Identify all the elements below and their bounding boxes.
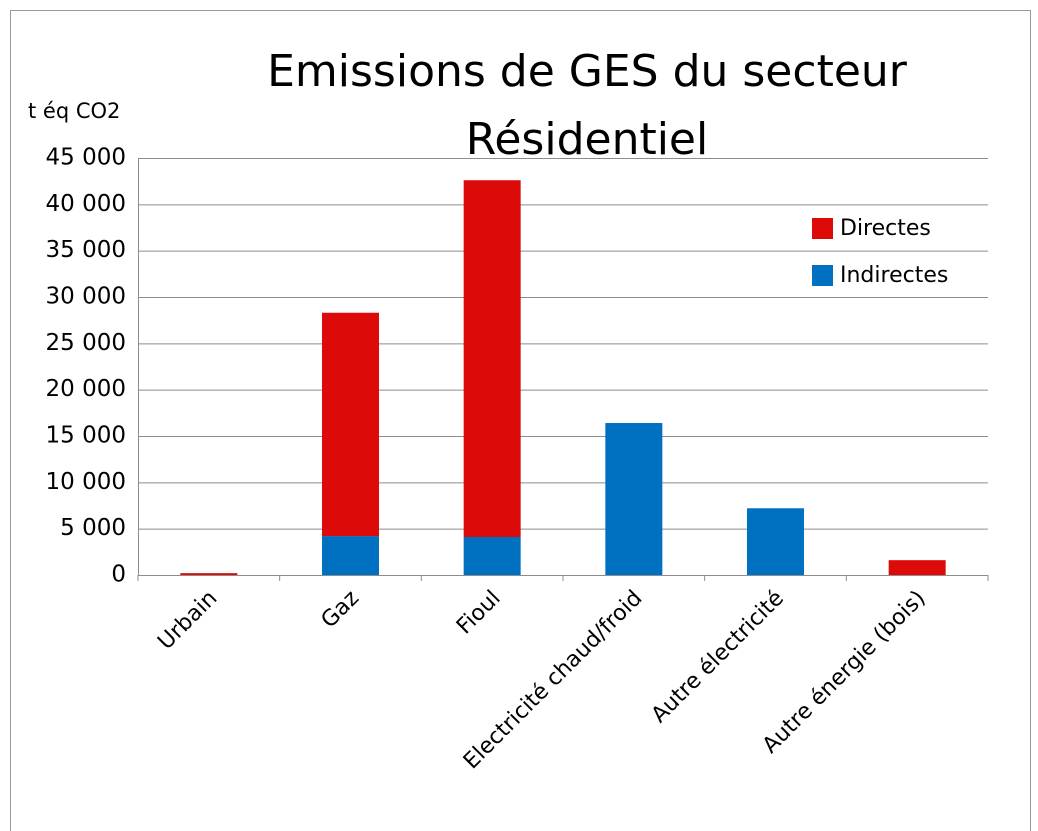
y-tick-label: 35 000 (46, 237, 126, 263)
bar (322, 312, 379, 537)
x-tick-label: Autre électricité (647, 586, 789, 728)
bar (605, 423, 663, 575)
y-tick-label: 45 000 (46, 145, 126, 171)
bar (463, 180, 521, 538)
y-tick-label: 40 000 (46, 191, 126, 217)
x-tick-label: Urbain (153, 586, 222, 655)
y-tick-label: 5 000 (60, 515, 126, 541)
legend-label: Directes (840, 216, 931, 241)
y-tick-label: 10 000 (46, 469, 126, 495)
y-tick-label: 25 000 (46, 330, 126, 356)
x-tick-label: Fioul (452, 586, 506, 640)
bar (180, 573, 238, 575)
chart-border (10, 10, 1031, 831)
chart-title: Emissions de GES du secteur Résidentiel (267, 46, 907, 165)
bar (463, 537, 521, 575)
bar (888, 560, 946, 575)
y-tick-label: 30 000 (46, 284, 126, 310)
y-tick-label: 20 000 (46, 376, 126, 402)
legend-swatch (812, 218, 833, 239)
legend-swatch (812, 265, 833, 286)
y-axis-label: t éq CO2 (28, 99, 120, 123)
y-tick-label: 15 000 (46, 423, 126, 449)
bar (747, 508, 804, 575)
bar (322, 536, 379, 575)
legend-label: Indirectes (840, 263, 948, 288)
x-tick-label: Autre énergie (bois) (758, 586, 931, 759)
y-tick-label: 0 (111, 562, 126, 588)
x-tick-label: Gaz (317, 586, 364, 633)
